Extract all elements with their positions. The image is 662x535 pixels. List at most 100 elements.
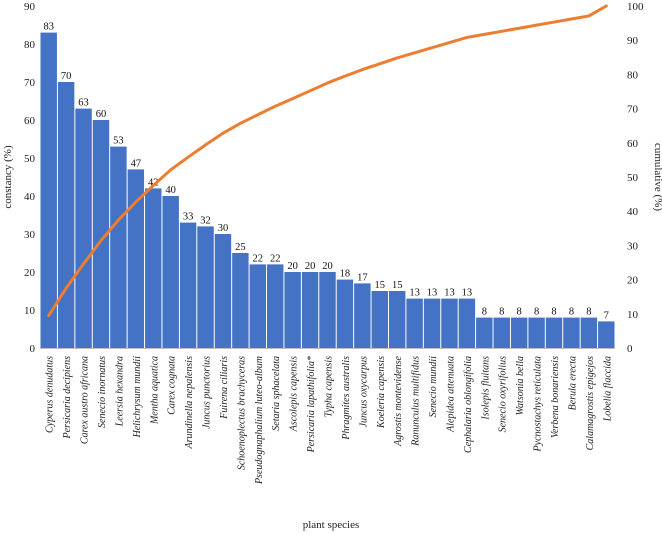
x-category-label: Alepidea attenuata [445,356,456,433]
bar-value-label: 8 [517,307,522,318]
left-y-axis: 0 10 20 30 40 50 60 70 80 90 [24,1,36,355]
x-category-label: Isolepis fluitans [480,356,491,421]
bar-value-label: 8 [569,307,574,318]
bar-value-label: 47 [131,158,142,169]
y-tick-label-right: 80 [627,69,639,81]
x-category-label: Koeleria capensis [376,356,387,429]
bar [545,317,563,348]
bar [371,291,388,348]
x-category-label: Ascolepis capensis [289,356,300,432]
bar [406,298,423,348]
x-category-label: Schoenoplectus brachyceras [236,356,247,470]
bar [528,317,545,348]
bar [162,196,179,348]
x-category-label: Phragmites australis [341,356,352,441]
x-category-label: Fuirena ciliaris [219,356,230,420]
bar-value-label: 70 [61,71,72,82]
bar [319,272,336,348]
bar-value-label: 13 [462,288,473,299]
x-category-label: Typha capensis [324,356,335,417]
bar-value-label: 40 [165,185,176,196]
bar [197,226,214,348]
bar-value-label: 25 [235,242,246,253]
x-category-label: Juncus punctorius [202,356,213,429]
y-tick-label-right: 60 [627,138,639,150]
y-tick-label-right: 50 [627,172,639,184]
bar [57,82,75,348]
y-tick-label-right: 0 [627,343,633,355]
x-category-label: Carex austro africana [80,356,91,444]
bar-value-label: 20 [322,261,333,272]
x-category-label: Helichrysum mundii [132,356,143,439]
x-category-label: Juncus oxycarpus [358,356,369,427]
bar [267,264,284,348]
y-tick-label-left: 40 [24,191,36,203]
x-category-label: Berula erecta [567,356,578,410]
bar [92,120,110,348]
bar-value-label: 8 [586,307,591,318]
cumulative-line-path [47,4,608,318]
x-category-label: Pycnostachys reticulata [533,356,544,452]
y-tick-label-left: 60 [24,115,36,127]
bar [110,146,127,348]
bar [388,291,406,348]
x-category-label: Calamagrostis epigejos [585,356,596,450]
bar-value-label: 18 [340,269,351,280]
constancy-bars [40,32,615,348]
bar-value-label: 13 [427,288,438,299]
bar-value-label: 15 [392,280,403,291]
y-tick-label-left: 30 [24,229,36,241]
bar [336,279,354,348]
bar-value-label: 13 [409,288,420,299]
bar [423,298,441,348]
bar [214,234,232,348]
bar-value-label: 20 [287,261,298,272]
bar-data-labels: 83 70 63 60 53 47 42 40 33 32 30 25 22 22 20 20 20 18 17 15… [43,22,608,322]
y-tick-label-right: 90 [627,35,639,47]
x-category-label: Persicaria lapathifolia* [306,356,317,453]
bar-value-label: 42 [148,177,159,188]
x-category-label: Agrostis montevidense [393,355,404,446]
y-tick-label-left: 20 [24,267,36,279]
bar-value-label: 17 [357,272,368,283]
bar-value-label: 60 [96,109,107,120]
x-category-label: Arundinella nepalensis [184,356,195,450]
y-tick-label-left: 90 [24,1,36,13]
bar [145,188,162,348]
x-category-label: Lobelia flaccida [602,356,613,422]
bar [301,272,319,348]
x-category-label: Pseudognaphalium luteo-album [254,356,265,485]
y-axis-label-left: constancy (%) [2,145,14,209]
bar [510,317,528,348]
y-tick-label-right: 30 [627,240,639,252]
bar-value-label: 32 [200,215,211,226]
right-y-axis: 0 10 20 30 40 50 60 70 80 90 100 [627,1,644,355]
y-tick-label-right: 10 [627,309,639,321]
bar [458,298,476,348]
y-tick-label-left: 0 [30,343,36,355]
y-tick-label-left: 10 [24,305,36,317]
x-category-label: Senecio inornatus [97,356,108,428]
x-axis-label: plant species [303,519,360,531]
x-category-label: Senecio oxyrifolius [498,356,509,432]
bar-value-label: 8 [534,307,539,318]
bar-value-label: 13 [444,288,455,299]
y-tick-label-right: 100 [627,1,644,13]
y-tick-label-left: 70 [24,77,36,89]
bar [232,253,249,348]
bar [563,317,580,348]
bar-value-label: 8 [482,307,487,318]
bar-value-label: 30 [218,223,229,234]
bar [75,108,92,348]
bar-value-label: 8 [499,307,504,318]
y-tick-label-right: 70 [627,104,639,116]
x-category-label: Persicaria decipiens [62,356,73,440]
bar-value-label: 15 [375,280,386,291]
x-category-label: Carex cognata [167,356,178,415]
x-category-label: Mentha aquatica [149,356,160,425]
bar-value-label: 83 [43,22,54,33]
x-category-label: Ranunculus multifidus [411,356,422,447]
y-tick-label-right: 20 [627,275,639,287]
bar [249,264,267,348]
